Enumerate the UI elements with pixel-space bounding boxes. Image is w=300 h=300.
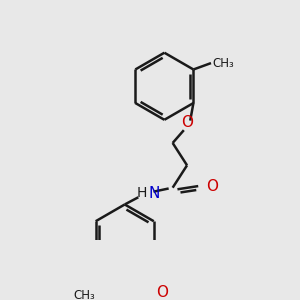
Text: N: N [149, 186, 160, 201]
Text: CH₃: CH₃ [74, 289, 95, 300]
Text: H: H [137, 186, 147, 200]
Text: O: O [181, 116, 193, 130]
Text: O: O [156, 285, 168, 300]
Text: CH₃: CH₃ [213, 57, 234, 70]
Text: O: O [206, 178, 218, 194]
